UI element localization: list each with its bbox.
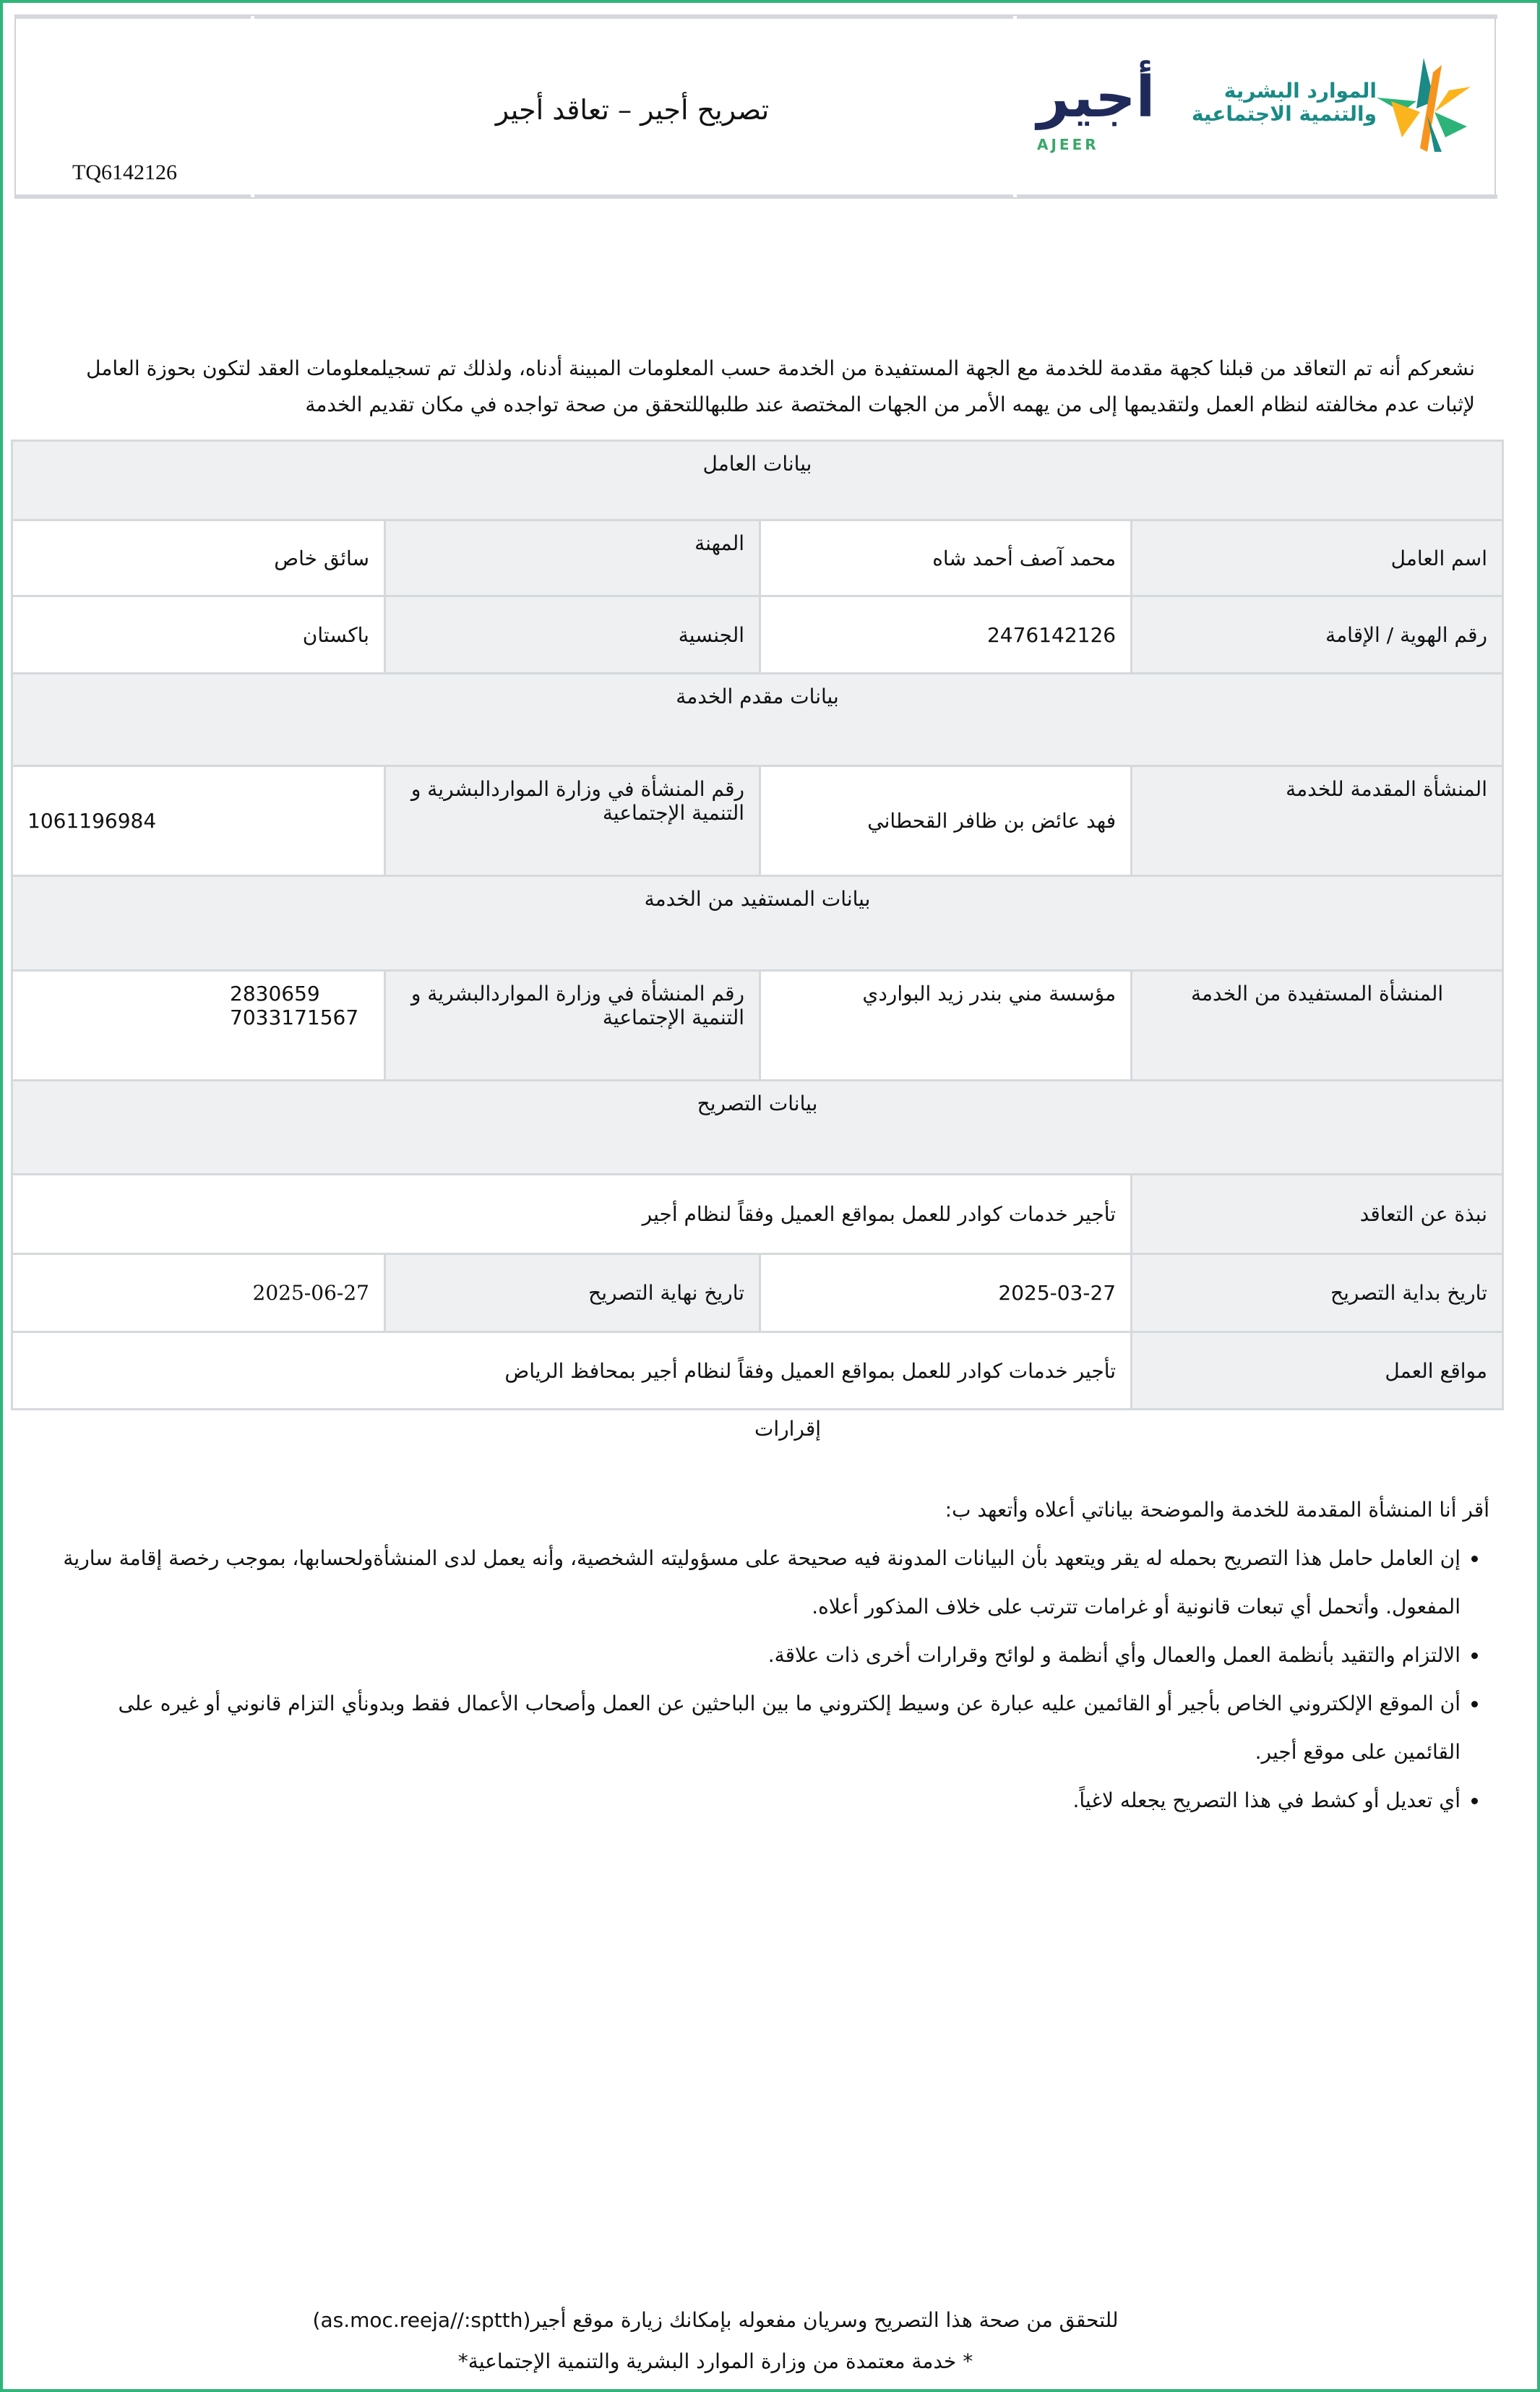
- section-provider: بيانات مقدم الخدمة: [11, 672, 1504, 767]
- header-divider: [16, 194, 251, 199]
- locations-label: مواقع العمل: [1130, 1331, 1504, 1410]
- nationality: باكستان: [11, 595, 386, 674]
- beneficiary-number-label: رقم المنشأة في وزارة المواردالبشرية و ال…: [383, 969, 762, 1081]
- start-date-label: تاريخ بداية التصريح: [1130, 1253, 1504, 1333]
- end-date-label: تاريخ نهاية التصريح: [383, 1253, 762, 1333]
- ajeer-logo-latin: AJEER: [1037, 136, 1099, 153]
- provider-number-label: رقم المنشأة في وزارة المواردالبشرية و ال…: [383, 765, 762, 877]
- ajeer-logo: أجير AJEER: [1037, 58, 1156, 155]
- permit-table: بيانات العامل اسم العامل محمد آصف أحمد ش…: [10, 440, 1504, 1410]
- ministry-logo: الموارد البشرية والتنمية الاجتماعية: [1182, 58, 1471, 152]
- id-label: رقم الهوية / الإقامة: [1130, 595, 1504, 674]
- summary-label: نبذة عن التعاقد: [1130, 1173, 1504, 1255]
- declaration-item: الالتزام والتقيد بأنظمة العمل والعمال وأ…: [58, 1631, 1461, 1679]
- reference-number: TQ6142126: [72, 160, 177, 184]
- contract-summary: تأجير خدمات كوادر للعمل بمواقع العميل وف…: [10, 1173, 1133, 1255]
- declaration-item: إن العامل حامل هذا التصريح بحمله له يقر …: [58, 1534, 1461, 1631]
- header-divider: [254, 14, 1013, 19]
- ministry-logo-line2: والتنمية الاجتماعية: [1191, 102, 1377, 126]
- worker-name: محمد آصف أحمد شاه: [759, 519, 1133, 597]
- header-divider: [16, 14, 251, 19]
- intro-paragraph: نشعركم أنه تم التعاقد من قبلنا كجهة مقدم…: [86, 356, 1475, 416]
- end-date: 2025-06-27: [11, 1253, 386, 1333]
- start-date: 2025-03-27: [759, 1253, 1133, 1333]
- beneficiary-number: 2830659 7033171567: [11, 969, 386, 1081]
- nationality-label: الجنسية: [383, 595, 762, 674]
- header-divider: [1017, 14, 1497, 19]
- declarations-title: إقرارات: [754, 1417, 822, 1441]
- ministry-star-icon: [1377, 58, 1471, 152]
- ministry-logo-line1: الموارد البشرية: [1223, 79, 1377, 103]
- declaration-item: أي تعديل أو كشط في هذا التصريح يجعله لاغ…: [58, 1776, 1461, 1825]
- section-worker: بيانات العامل: [11, 440, 1504, 521]
- profession-label: المهنة: [383, 519, 762, 597]
- worker-id: 2476142126: [759, 595, 1133, 674]
- declaration-item: أن الموقع الإلكتروني الخاص بأجير أو القا…: [58, 1679, 1461, 1776]
- provider-number: 1061196984: [11, 765, 386, 877]
- beneficiary-entity: مؤسسة مني بندر زيد البواردي: [759, 969, 1133, 1081]
- section-permit: بيانات التصريح: [11, 1079, 1504, 1175]
- header-divider: [1017, 194, 1497, 199]
- header-divider: [254, 194, 1013, 199]
- verification-note: للتحقق من صحة هذا التصريح وسريان مفعوله …: [312, 2308, 1119, 2332]
- ajeer-logo-text: أجير: [1037, 65, 1156, 130]
- approval-note: * خدمة معتمدة من وزارة الموارد البشرية و…: [457, 2349, 973, 2373]
- worker-name-label: اسم العامل: [1130, 519, 1504, 597]
- work-locations: تأجير خدمات كوادر للعمل بمواقع العميل وف…: [10, 1331, 1133, 1410]
- provider-entity: فهد عائض بن ظافر القحطاني: [759, 765, 1133, 877]
- document-title: تصريح أجير – تعاقد أجير: [495, 94, 770, 126]
- provider-entity-label: المنشأة المقدمة للخدمة: [1130, 765, 1504, 877]
- declarations-list: إن العامل حامل هذا التصريح بحمله له يقر …: [58, 1534, 1489, 1825]
- declarations-intro: أقر أنا المنشأة المقدمة للخدمة والموضحة …: [945, 1498, 1489, 1522]
- section-beneficiary: بيانات المستفيد من الخدمة: [11, 875, 1504, 972]
- beneficiary-entity-label: المنشأة المستفيدة من الخدمة: [1130, 969, 1504, 1081]
- declarations: أقر أنا المنشأة المقدمة للخدمة والموضحة …: [58, 1486, 1489, 1825]
- document-header: [14, 14, 1497, 199]
- profession: سائق خاص: [11, 519, 386, 597]
